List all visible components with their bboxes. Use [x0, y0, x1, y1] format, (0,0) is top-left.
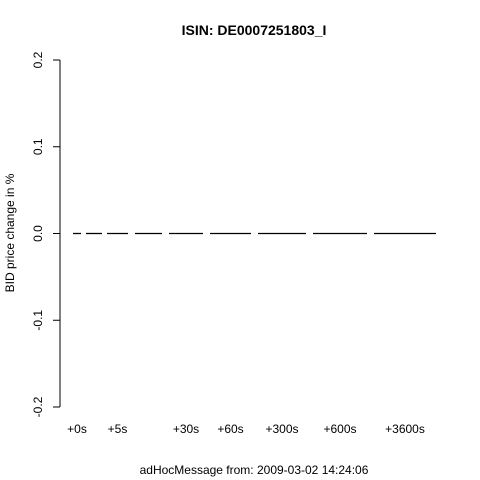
x-axis-label: adHocMessage from: 2009-03-02 14:24:06 [140, 463, 369, 477]
chart-title: ISIN: DE0007251803_I [182, 22, 327, 38]
y-tick-label: 0.2 [31, 51, 45, 68]
x-axis-labels: +0s +5s +30s +60s +300s +600s +3600s [67, 422, 425, 436]
y-tick-label: -0.1 [31, 310, 45, 331]
x-tick-label: +600s [323, 422, 356, 436]
y-tick-label: 0.1 [31, 138, 45, 155]
x-tick-label: +300s [265, 422, 298, 436]
x-tick-label: +30s [173, 422, 199, 436]
x-tick-label: +60s [217, 422, 243, 436]
y-tick-label: 0.0 [31, 225, 45, 242]
x-tick-label: +5s [108, 422, 128, 436]
y-tick-label: -0.2 [31, 396, 45, 417]
y-axis: -0.2 -0.1 0.0 0.1 0.2 [31, 51, 61, 417]
y-axis-label: BID price change in % [3, 173, 17, 292]
x-tick-label: +0s [67, 422, 87, 436]
x-tick-label: +3600s [385, 422, 425, 436]
